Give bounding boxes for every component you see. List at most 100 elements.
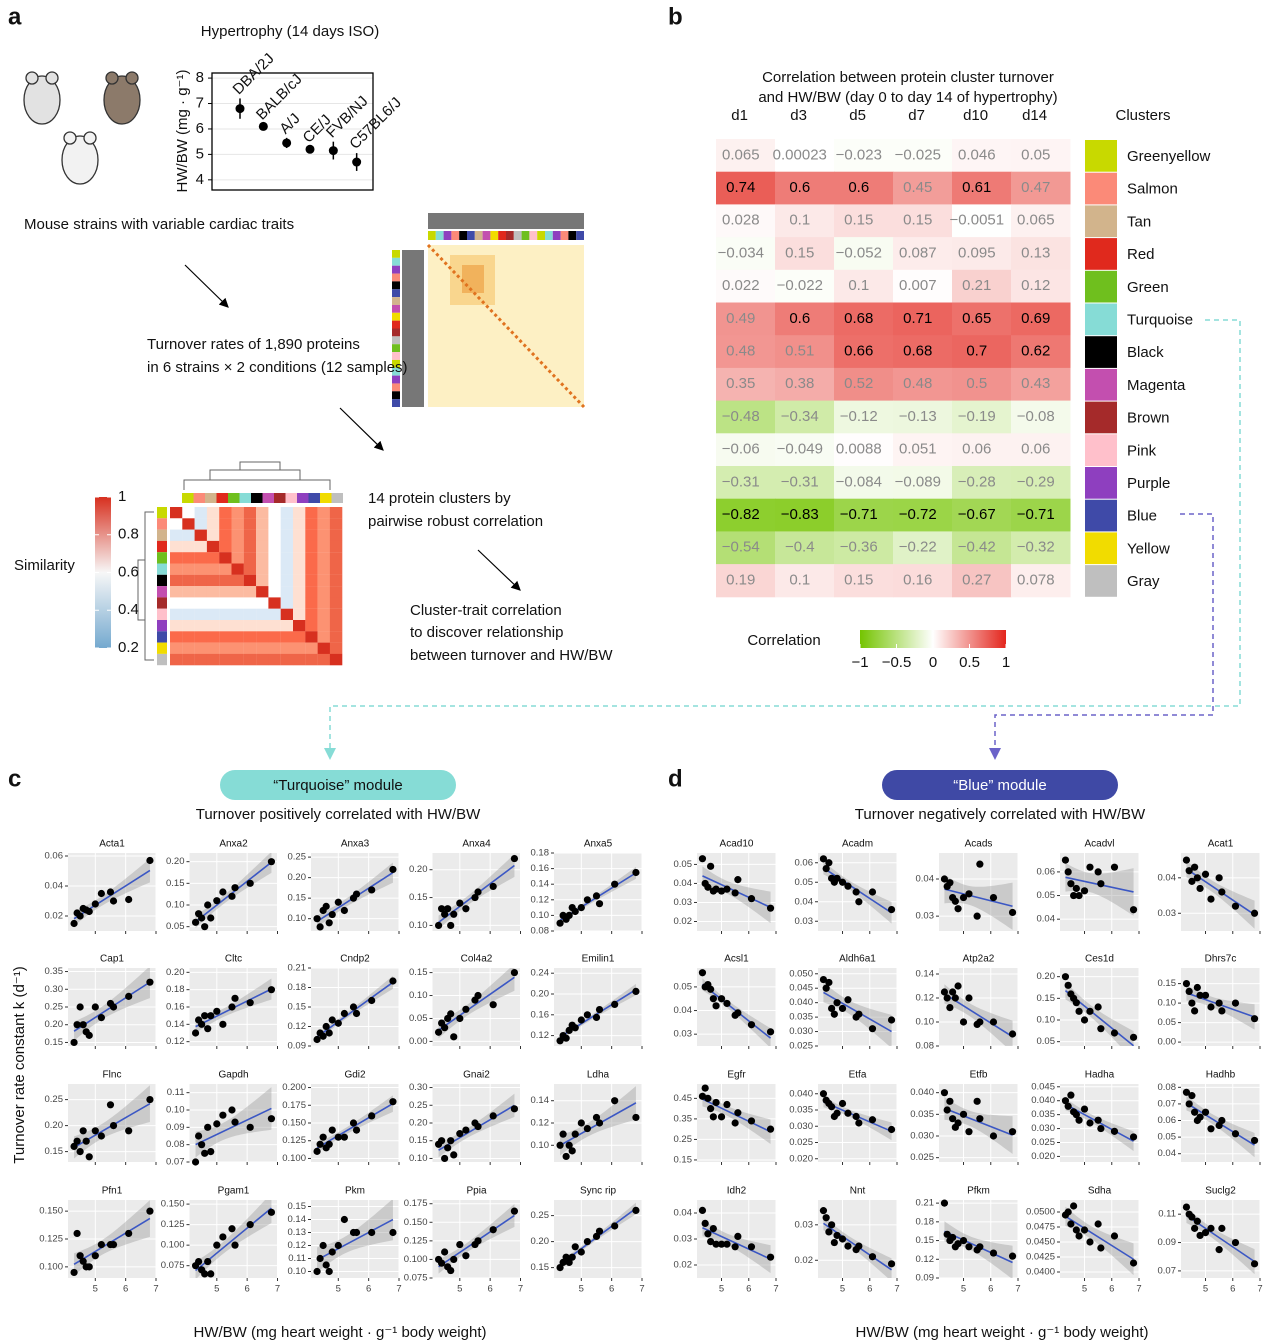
y-tick-label: 0.14 xyxy=(531,879,550,890)
point xyxy=(490,1112,497,1119)
point xyxy=(511,1208,518,1215)
y-tick-label: 0.175 xyxy=(404,1198,428,1209)
y-tick-label: 0.15 xyxy=(409,892,428,903)
point xyxy=(1009,909,1016,916)
point xyxy=(820,1207,827,1214)
y-tick-label: 0.20 xyxy=(1037,971,1056,982)
sim-cell xyxy=(318,575,330,586)
strip xyxy=(392,281,400,289)
x-tick-label: 7 xyxy=(275,1284,280,1295)
facet-title: Gapdh xyxy=(218,1070,248,1081)
y-tick-label: 0.030 xyxy=(789,1121,813,1132)
point xyxy=(593,1014,600,1021)
y-tick-label: 0.02 xyxy=(795,1255,814,1266)
point xyxy=(734,1009,741,1016)
facet-title: Pkm xyxy=(345,1186,365,1197)
y-tick-label: 0.30 xyxy=(409,1082,428,1093)
sim-cell xyxy=(293,631,305,642)
y-tick-label: 0.20 xyxy=(409,864,428,875)
point xyxy=(474,1237,481,1244)
y-tick-label: 0.04 xyxy=(1037,914,1056,925)
point xyxy=(974,1098,981,1105)
point xyxy=(204,1124,211,1131)
cell-label: 0.12 xyxy=(1021,277,1050,294)
y-tick-label: 0.025 xyxy=(1031,1137,1055,1148)
point xyxy=(702,1220,709,1227)
y-tick-label: 0.05 xyxy=(1037,890,1056,901)
y-tick-label: 0.03 xyxy=(795,916,814,927)
point xyxy=(952,994,959,1001)
cluster-label: Green xyxy=(1127,279,1169,296)
sim-cell xyxy=(256,530,268,541)
point xyxy=(231,884,238,891)
sim-cell xyxy=(244,530,256,541)
point xyxy=(1065,982,1072,989)
sim-cell xyxy=(219,530,231,541)
point xyxy=(1191,1007,1198,1014)
cluster-swatch xyxy=(1085,467,1117,499)
strip xyxy=(392,289,400,297)
x-tick-label: 7 xyxy=(518,1284,523,1295)
point xyxy=(268,858,275,865)
point xyxy=(732,889,739,896)
point xyxy=(965,890,972,897)
point xyxy=(584,896,591,903)
category-label: DBA/2J xyxy=(230,50,278,98)
point xyxy=(611,1222,618,1229)
point xyxy=(1081,1226,1088,1233)
y-tick-label: 0.10 xyxy=(166,900,185,911)
sim-cell xyxy=(293,518,305,529)
sim-cell xyxy=(330,609,342,620)
y-tick-label: 0.11 xyxy=(1158,1209,1176,1220)
colorbar-tick-label: 1 xyxy=(1002,654,1010,671)
cluster-swatch xyxy=(1085,532,1117,564)
point xyxy=(450,1256,457,1263)
sim-cell xyxy=(293,530,305,541)
point xyxy=(92,1003,99,1010)
y-tick-label: 0.025 xyxy=(789,1137,813,1148)
sim-cell xyxy=(305,552,317,563)
point xyxy=(888,1260,895,1267)
point xyxy=(198,914,205,921)
point xyxy=(1081,887,1088,894)
y-tick-label: 0.07 xyxy=(166,1157,185,1168)
point xyxy=(192,919,199,926)
point xyxy=(110,1003,117,1010)
point xyxy=(268,1115,275,1122)
point xyxy=(441,1248,448,1255)
dendrogram xyxy=(184,462,330,490)
point xyxy=(1065,868,1072,875)
sim-cell xyxy=(330,643,342,654)
point xyxy=(213,897,220,904)
point xyxy=(844,883,851,890)
point xyxy=(710,995,717,1002)
sim-cell xyxy=(256,631,268,642)
cell-label: 0.065 xyxy=(1017,212,1055,229)
point xyxy=(219,1021,226,1028)
x-tick-label: 6 xyxy=(245,1284,250,1295)
sim-cell xyxy=(244,541,256,552)
y-tick-label: 0.15 xyxy=(531,1262,550,1273)
point xyxy=(86,1032,93,1039)
y-tick-label: 0.035 xyxy=(789,1105,813,1116)
point xyxy=(1207,1003,1214,1010)
sim-cell xyxy=(244,609,256,620)
point xyxy=(326,1029,333,1036)
cluster-label: Red xyxy=(1127,246,1155,263)
strip xyxy=(182,493,194,503)
sim-cell xyxy=(219,586,231,597)
cell-label: −0.42 xyxy=(958,539,996,556)
x-tick-label: 5 xyxy=(93,1284,98,1295)
sim-cell xyxy=(195,507,207,518)
cluster-swatch xyxy=(1085,271,1117,303)
strip xyxy=(157,564,167,575)
point xyxy=(368,997,375,1004)
point xyxy=(578,1119,585,1126)
flow-text: between turnover and HW/BW xyxy=(410,647,613,664)
y-tick-label: 0.03 xyxy=(674,1029,693,1040)
point xyxy=(1218,1225,1225,1232)
cell-label: 0.1 xyxy=(848,277,869,294)
cell-label: 0.15 xyxy=(903,212,932,229)
point xyxy=(447,922,454,929)
facet-title: Egfr xyxy=(727,1070,746,1081)
